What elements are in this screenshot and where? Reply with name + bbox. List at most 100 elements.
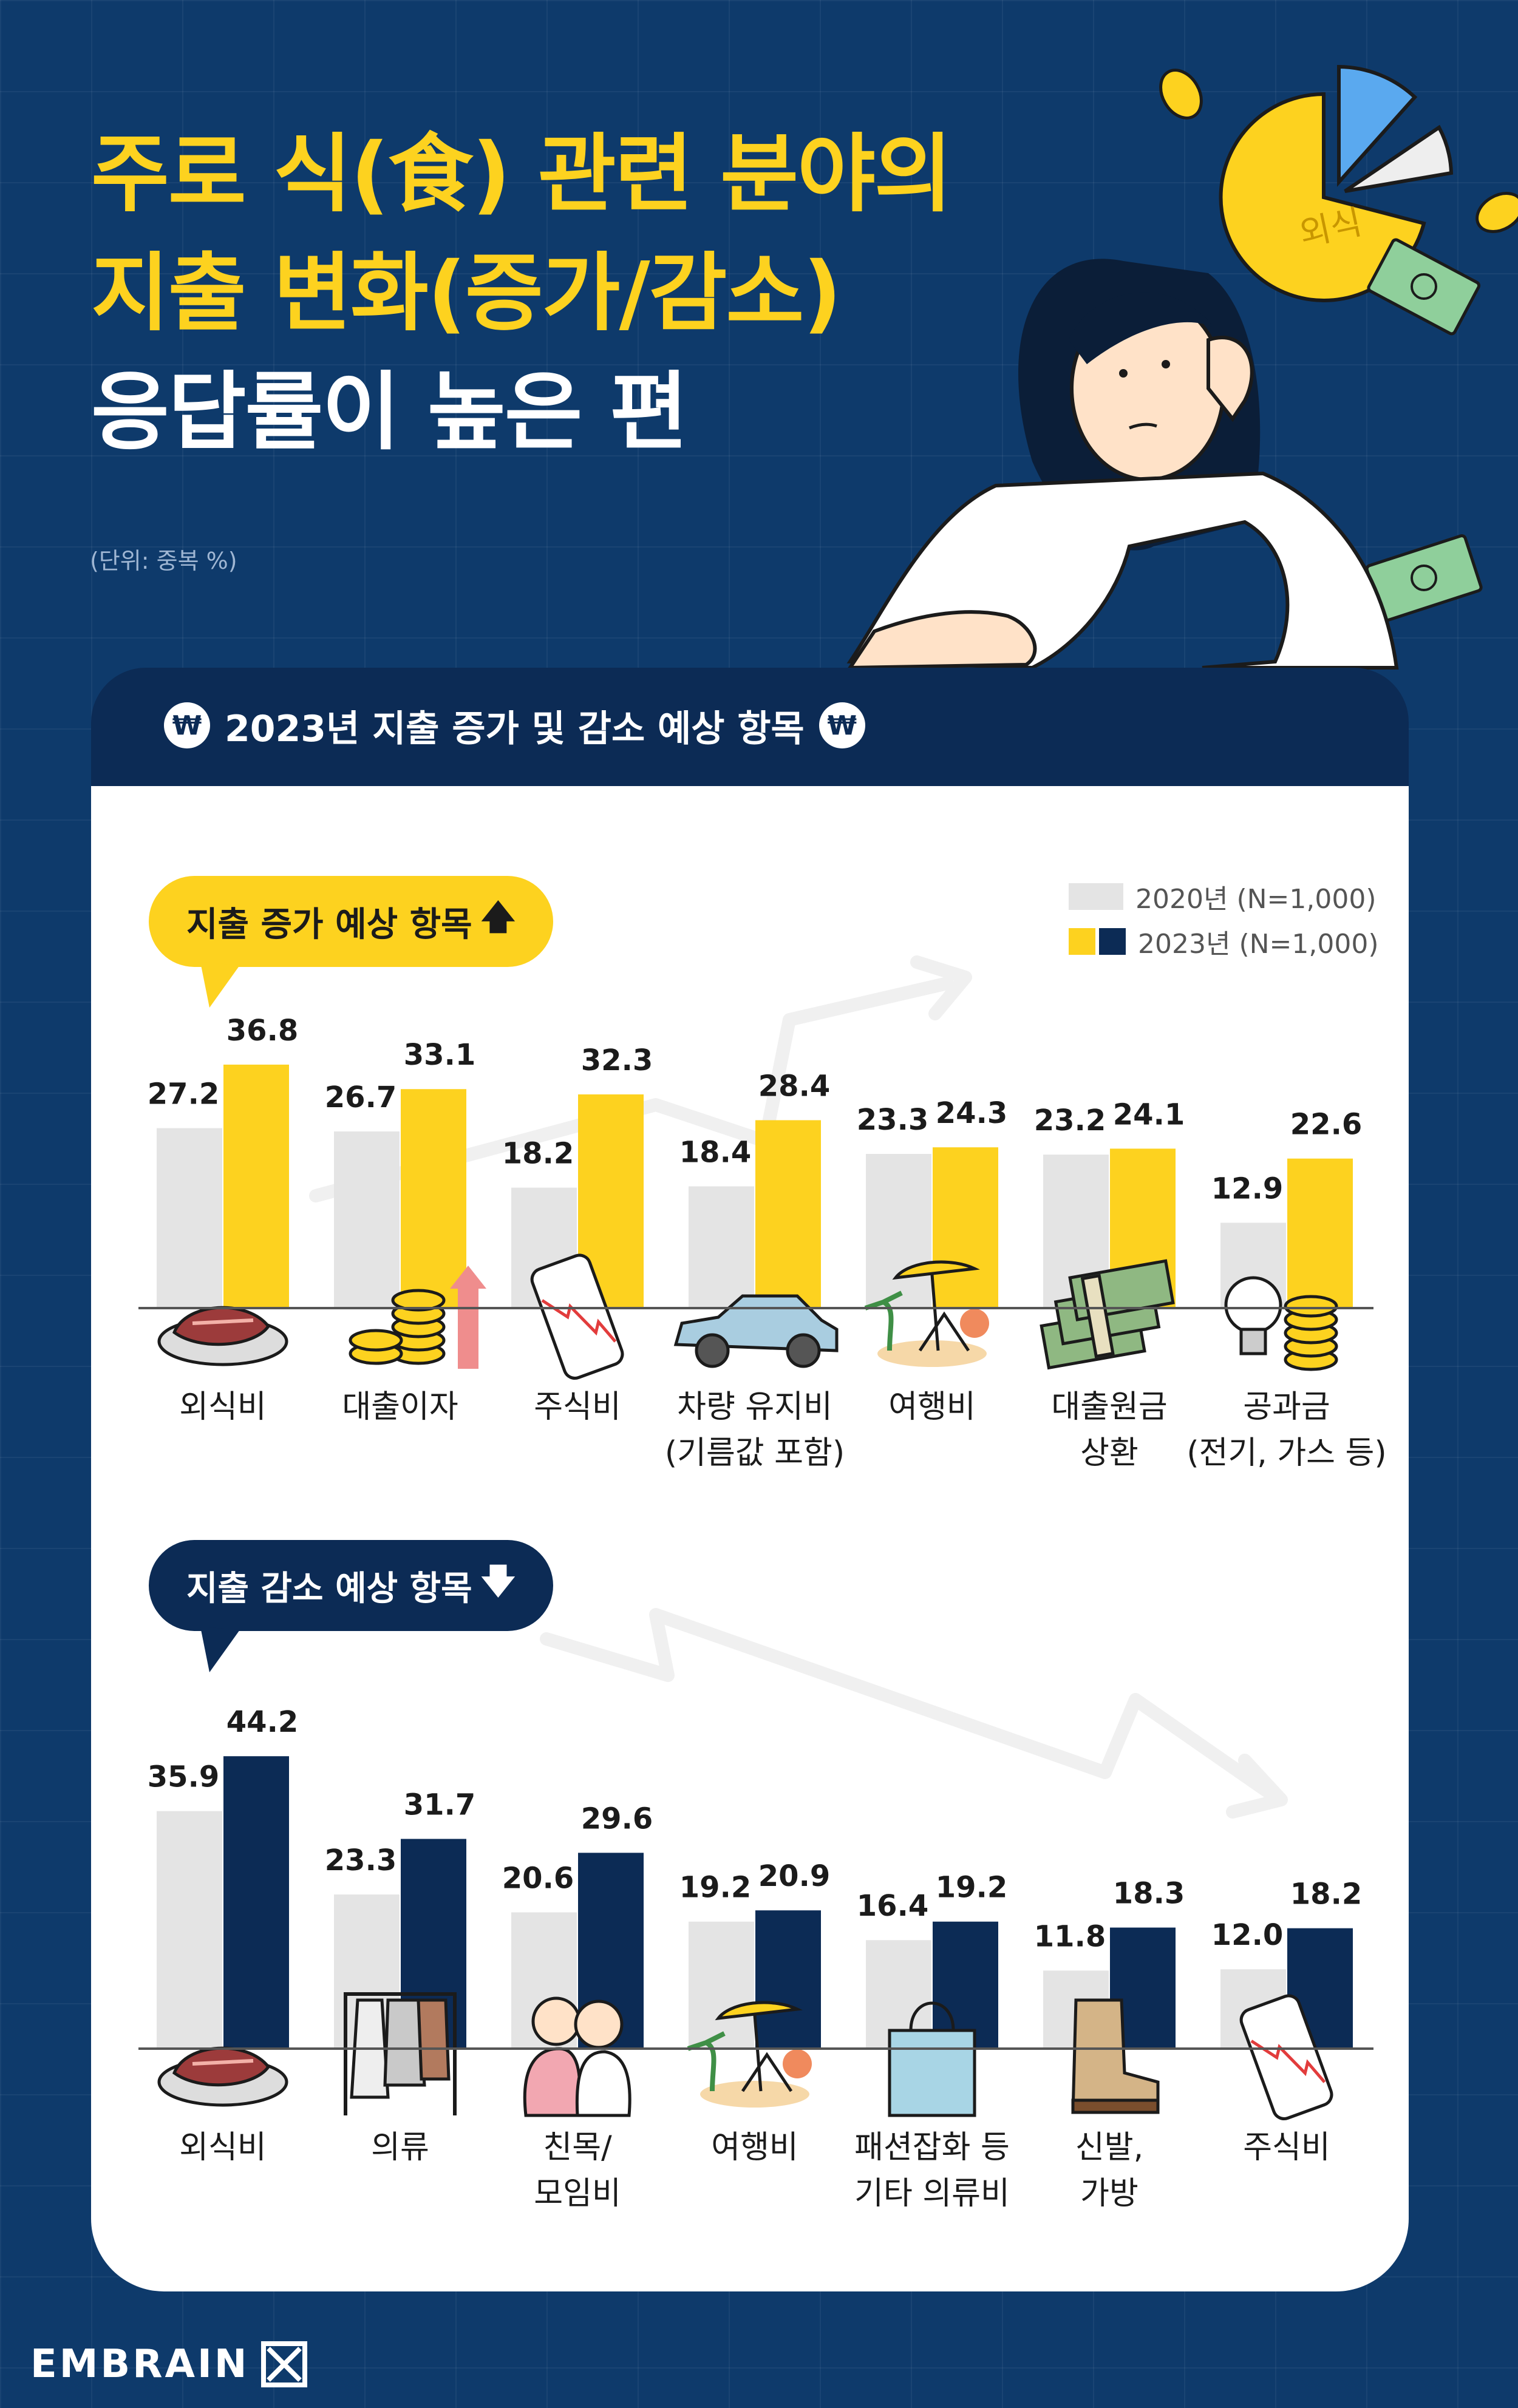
steak-icon	[157, 2046, 288, 2107]
category-label: 주식비	[1243, 2129, 1330, 2166]
phone-stock-chart-icon	[1239, 1994, 1333, 2120]
data-label-2023: 36.8	[226, 1014, 298, 1048]
increase-chart: 27.236.8 외식비 26.733.1 대출이자 18.2 32.3 주식비 18.428…	[138, 1014, 1387, 1471]
category-label: 차량 유지비 (기름값 포함)	[665, 1389, 845, 1471]
phone-stock-chart-icon	[530, 1253, 624, 1380]
bar-2023	[223, 1756, 289, 2049]
title-line-3: 응답률이 높은 편	[91, 363, 688, 462]
embrain-logo-icon	[261, 2341, 308, 2387]
data-label-2023: 22.6	[1290, 1108, 1362, 1142]
category-label: 여행비	[888, 1389, 976, 1425]
category-label: 외식비	[179, 2129, 267, 2166]
category-label: 친목/모임비	[534, 2129, 621, 2212]
panel-header	[91, 668, 1409, 786]
data-label-2020: 11.8	[1034, 1919, 1106, 1953]
data-label-2023: 44.2	[226, 1705, 298, 1739]
coin-icon	[1159, 69, 1518, 233]
legend-swatch-2023-decrease	[1099, 928, 1126, 955]
decrease-pill-tail	[200, 1627, 240, 1672]
page-title: 주로 식(食) 관련 분야의 지출 변화(증가/감소) 응답률이 높은 편	[91, 115, 953, 472]
boot-icon	[1071, 1998, 1160, 2114]
won-icon: ₩	[819, 702, 865, 748]
category-label: 신발, 가방	[1075, 2129, 1143, 2212]
data-label-2020: 16.4	[857, 1889, 928, 1923]
bar-2023	[933, 1147, 998, 1308]
bar-2023	[1287, 1158, 1353, 1308]
steak-icon	[157, 1306, 288, 1366]
decrease-title-text: 지출 감소 예상 항목	[186, 1569, 472, 1609]
clothes-rack-icon	[344, 1992, 457, 2115]
data-label-2023: 18.3	[1113, 1877, 1185, 1911]
arrow-up-icon: 🡅	[480, 897, 516, 937]
bar-2023	[401, 1089, 466, 1308]
data-label-2020: 23.3	[857, 1103, 928, 1137]
bar-2020	[866, 1154, 931, 1308]
category-label: 공과금 (전기, 가스 등)	[1186, 1389, 1386, 1471]
bar-2023	[755, 1910, 821, 2049]
bar-2020	[689, 1921, 754, 2049]
bar-2020	[157, 1128, 222, 1308]
increase-title-text: 지출 증가 예상 항목	[186, 904, 472, 945]
legend-swatch-2023-increase	[1069, 928, 1095, 955]
data-label-2020: 18.2	[502, 1137, 574, 1171]
woman-icon	[846, 259, 1399, 670]
data-label-2023: 28.4	[758, 1069, 830, 1103]
car-icon	[673, 1294, 839, 1368]
category-label: 패션잡화 등 기타 의류비	[854, 2129, 1010, 2212]
data-label-2020: 19.2	[679, 1871, 751, 1905]
legend-label-2023: 2023년 (N=1,000)	[1138, 929, 1379, 960]
beach-chair-icon	[864, 1260, 989, 1367]
brand-logo: EMBRAIN	[30, 2340, 308, 2389]
bar-2023	[755, 1120, 821, 1308]
legend-swatch-2020	[1069, 883, 1123, 910]
won-icon: ₩	[164, 702, 210, 748]
data-label-2020: 27.2	[148, 1077, 219, 1111]
title-line-2: 지출 변화(증가/감소)	[91, 244, 842, 343]
category-label: 대출원금 상환	[1051, 1389, 1167, 1471]
data-label-2023: 33.1	[404, 1038, 475, 1072]
data-label-2020: 26.7	[325, 1080, 397, 1114]
data-label-2023: 20.9	[758, 1859, 830, 1893]
legend: 2020년 (N=1,000) 2023년 (N=1,000)	[1069, 874, 1379, 964]
panel-title: ₩ 2023년 지출 증가 및 감소 예상 항목 ₩	[164, 698, 865, 753]
arrow-down-icon: 🡇	[480, 1561, 516, 1601]
data-label-2020: 23.3	[325, 1843, 397, 1877]
data-label-2023: 29.6	[581, 1802, 653, 1836]
data-label-2020: 12.9	[1211, 1172, 1283, 1206]
pie-chart-icon: 외식	[1219, 64, 1454, 302]
category-label: 외식비	[179, 1389, 267, 1425]
data-label-2023: 24.1	[1113, 1097, 1185, 1131]
increase-section-title: 지출 증가 예상 항목 🡅	[149, 876, 554, 967]
banknote-icon	[1365, 238, 1483, 622]
lightbulb-coin-icon	[1224, 1276, 1338, 1371]
data-label-2023: 24.3	[936, 1096, 1007, 1130]
increase-pill-tail	[200, 962, 240, 1008]
panel-title-text: 2023년 지출 증가 및 감소 예상 항목	[225, 707, 805, 750]
decrease-section-title: 지출 감소 예상 항목 🡇	[149, 1540, 554, 1631]
data-label-2023: 19.2	[936, 1871, 1007, 1905]
friends-hug-icon	[523, 1996, 631, 2117]
bar-2020	[334, 1131, 400, 1308]
category-label: 여행비	[711, 2129, 798, 2166]
shopping-bag-icon	[888, 2001, 976, 2117]
legend-item-2023: 2023년 (N=1,000)	[1069, 919, 1379, 964]
bar-2020	[157, 1811, 222, 2049]
bar-2023	[223, 1064, 289, 1308]
data-label-2023: 18.2	[1290, 1877, 1362, 1911]
unit-note: (단위: 중복 %)	[90, 548, 237, 574]
category-label: 대출이자	[342, 1389, 458, 1425]
category-label: 의류	[371, 2129, 429, 2166]
data-label-2020: 12.0	[1211, 1918, 1283, 1952]
legend-label-2020: 2020년 (N=1,000)	[1135, 884, 1377, 915]
brand-name: EMBRAIN	[30, 2342, 250, 2387]
category-label: 주식비	[534, 1389, 621, 1425]
bar-2023	[933, 1921, 998, 2049]
title-line-1: 주로 식(食) 관련 분야의	[91, 125, 953, 224]
data-label-2020: 23.2	[1034, 1104, 1106, 1138]
data-label-2020: 20.6	[502, 1861, 574, 1895]
data-label-2020: 18.4	[679, 1135, 751, 1169]
cash-bundle-icon	[1040, 1259, 1175, 1370]
bar-2020	[689, 1186, 754, 1308]
